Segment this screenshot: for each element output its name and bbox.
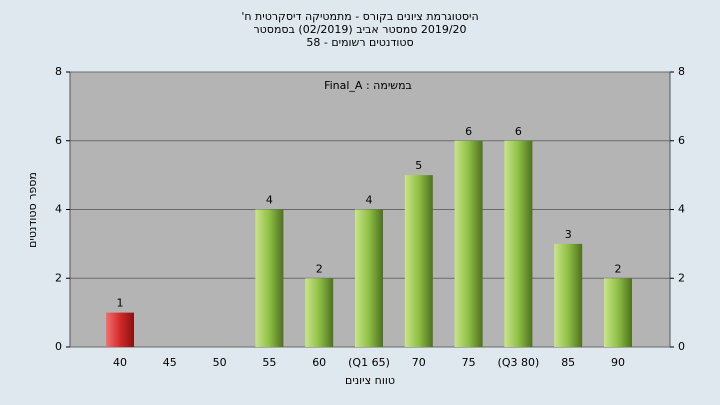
bar	[554, 243, 583, 347]
data-label: 2	[316, 262, 323, 275]
y2-tick-label: 2	[678, 271, 685, 284]
x-tick-label: 55	[262, 356, 276, 369]
x-tick-label: (Q1 65)	[348, 356, 390, 369]
x-tick-label: 85	[561, 356, 575, 369]
y-tick-label: 8	[55, 65, 62, 78]
data-label: 2	[615, 262, 622, 275]
data-label: 6	[515, 125, 522, 138]
title-line: 2019/20 סמסטר אביב (02/2019) בסמסטר	[253, 23, 466, 36]
bar	[454, 140, 483, 347]
y-axis-label: מספר סטודנטים	[26, 172, 39, 248]
data-label: 4	[266, 194, 273, 207]
data-label: 4	[366, 194, 373, 207]
bar	[255, 209, 284, 347]
data-label: 5	[415, 159, 422, 172]
y-tick-label: 2	[55, 271, 62, 284]
y2-tick-label: 8	[678, 65, 685, 78]
x-tick-label: 50	[213, 356, 227, 369]
bar	[355, 209, 383, 347]
x-tick-label: 40	[113, 356, 127, 369]
x-tick-label: 60	[312, 356, 326, 369]
x-axis-label: טווח ציונים	[345, 374, 395, 387]
x-tick-label: 90	[611, 356, 625, 369]
bar	[106, 312, 134, 347]
bar	[404, 175, 433, 347]
title-line: היסטוגרמת ציונים בקורס - מתמטיקה דיסקרטי…	[241, 10, 478, 23]
y-tick-label: 0	[55, 340, 62, 353]
y-tick-label: 4	[55, 203, 62, 216]
x-tick-label: 70	[412, 356, 426, 369]
x-tick-label: (Q3 80)	[498, 356, 540, 369]
y-tick-label: 6	[55, 134, 62, 147]
y2-tick-label: 4	[678, 203, 685, 216]
y2-tick-label: 0	[678, 340, 685, 353]
bar	[604, 278, 632, 347]
x-tick-label: 45	[163, 356, 177, 369]
data-label: 1	[117, 297, 124, 310]
x-tick-label: 75	[462, 356, 476, 369]
annotation: במשימה : Final_A	[324, 79, 412, 92]
data-label: 6	[465, 125, 472, 138]
bar	[504, 140, 533, 347]
bar	[305, 278, 334, 347]
y2-tick-label: 6	[678, 134, 685, 147]
title-line: סטודנטים רשומים - 58	[306, 36, 413, 49]
data-label: 3	[565, 228, 572, 241]
